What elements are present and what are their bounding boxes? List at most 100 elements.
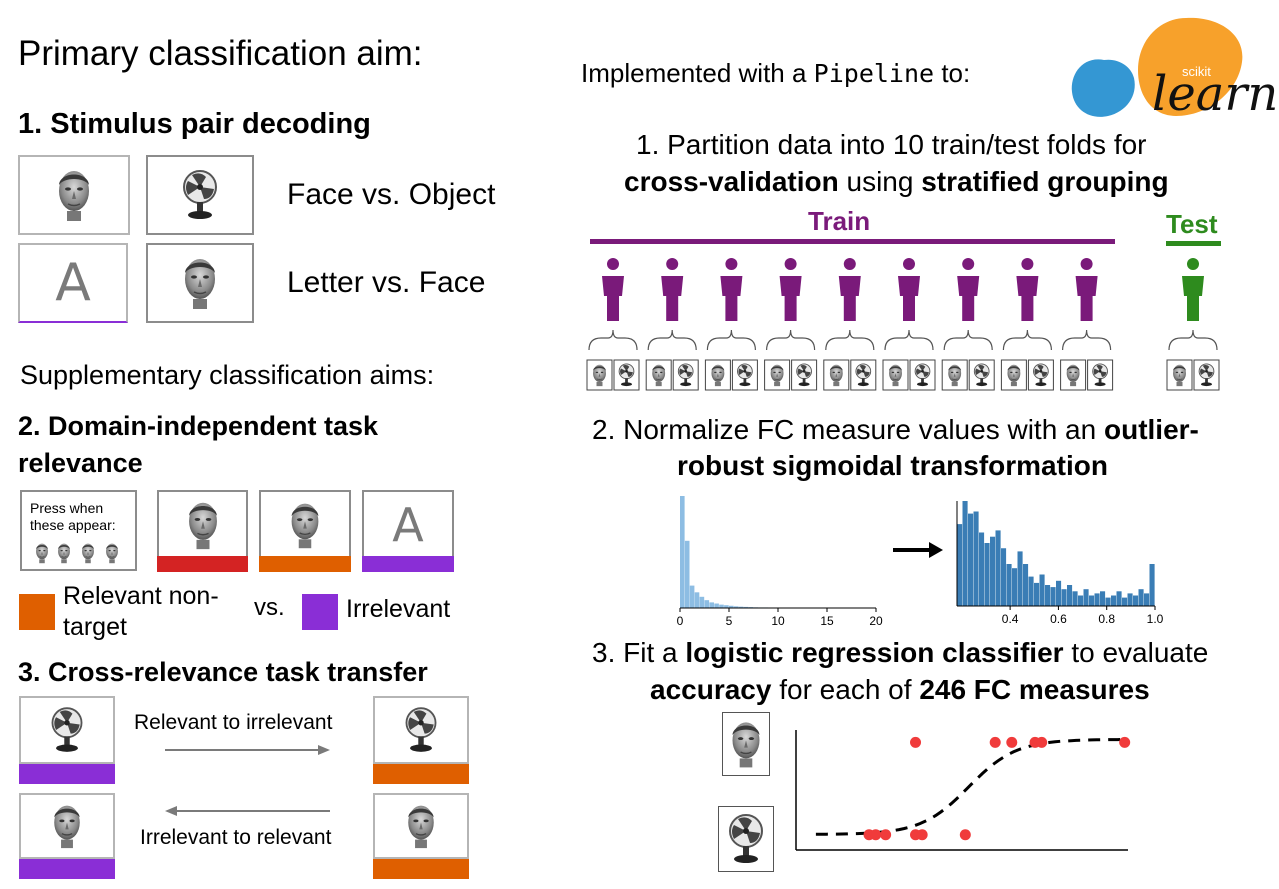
person-body <box>779 276 802 321</box>
histogram-bar <box>1144 593 1150 606</box>
transfer-top-label: Relevant to irrelevant <box>134 711 333 734</box>
histogram-bar <box>968 513 974 606</box>
cross-validation-folds <box>586 258 1220 391</box>
x-tick-label: 0 <box>677 614 684 628</box>
brace <box>706 329 756 351</box>
data-point <box>989 736 1001 748</box>
legend-relevant-line1: Relevant non- <box>63 582 219 610</box>
letter-a: A <box>392 497 424 552</box>
person-body <box>602 276 624 321</box>
histogram-bar <box>684 540 690 608</box>
person-body <box>838 276 861 321</box>
data-point <box>880 829 892 841</box>
fan-thumbnail <box>373 696 469 764</box>
histogram-bar <box>1089 595 1095 606</box>
aim1-title: 1. Stimulus pair decoding <box>18 108 371 140</box>
train-label: Train <box>808 206 871 236</box>
histogram-bar <box>995 530 1001 606</box>
x-tick-label: 15 <box>820 614 834 628</box>
data-point <box>1119 736 1131 748</box>
instruction-card: Press when these appear: <box>20 490 137 571</box>
data-point <box>916 829 928 841</box>
face-thumbnail <box>18 155 130 235</box>
histogram-bar <box>1023 564 1029 606</box>
histogram-bar <box>1045 585 1051 606</box>
arrow-right-icon <box>893 542 943 558</box>
sklearn-logo-icon <box>1071 17 1243 117</box>
histogram-bar <box>1100 591 1106 606</box>
person-head <box>607 258 619 270</box>
person-body <box>957 276 980 321</box>
logo-big-text: learn <box>1152 66 1279 122</box>
histogram-bar <box>1072 591 1078 606</box>
irrelevant-swatch <box>302 594 338 630</box>
brace <box>647 329 697 351</box>
histogram-bar <box>699 596 705 608</box>
irrelevant-bar <box>19 764 115 784</box>
impl-suffix: to: <box>934 58 971 88</box>
histogram-bar <box>1083 589 1089 606</box>
histogram-bar <box>1122 597 1128 606</box>
histogram-bar <box>733 606 739 608</box>
step2-plain: 2. Normalize FC measure values with an <box>592 414 1104 445</box>
train-line <box>590 239 1115 244</box>
letter-thumbnail: A <box>18 243 128 323</box>
histogram-bar <box>957 524 963 606</box>
logistic-fit-plot <box>795 730 1131 851</box>
histogram-bar <box>1105 597 1111 606</box>
object-class-icon-box <box>718 806 774 872</box>
irrelevant-bar <box>19 859 115 879</box>
histogram-bar <box>1034 582 1040 606</box>
target-bar <box>157 556 248 572</box>
step3-bold2: accuracy <box>650 674 772 705</box>
legend-irrelevant: Irrelevant <box>346 595 451 623</box>
step3-bold3: 246 FC measures <box>919 674 1150 705</box>
histogram-bar <box>1039 574 1045 606</box>
histogram-bar <box>1116 591 1122 606</box>
histogram-bar <box>724 605 729 608</box>
person-head <box>725 258 738 270</box>
relevant-bar <box>259 556 351 572</box>
x-tick-label: 0.8 <box>1098 612 1115 626</box>
data-point <box>1036 736 1048 748</box>
data-point <box>959 829 971 841</box>
face-thumbnail <box>19 793 115 859</box>
person-body <box>720 276 743 321</box>
target-faces-icon <box>35 543 119 564</box>
histogram-bar <box>1017 551 1023 606</box>
aim3-title: 3. Cross-relevance task transfer <box>18 657 428 687</box>
histogram-bar <box>984 543 990 606</box>
face-icon <box>184 499 222 551</box>
histogram-bar <box>1012 568 1018 606</box>
histogram-bar <box>738 606 744 608</box>
brace <box>1062 329 1112 351</box>
person-head <box>666 258 679 270</box>
test-label: Test <box>1166 209 1218 239</box>
relevant-bar <box>373 859 469 879</box>
histogram-bar <box>990 536 996 606</box>
pair-face-object: Face vs. Object <box>287 178 496 211</box>
face-class-icon-box <box>722 712 770 776</box>
raw-histogram: 0 5 10 15 20 <box>677 496 883 628</box>
x-tick-label: 20 <box>869 614 883 628</box>
primary-title: Primary classification aim: <box>18 34 423 73</box>
histogram-bar <box>973 511 979 606</box>
person-body <box>898 276 920 321</box>
histogram-bar <box>714 603 719 608</box>
histogram-bar <box>1138 589 1144 606</box>
step1-line1: 1. Partition data into 10 train/test fol… <box>636 129 1147 160</box>
brace <box>943 329 993 351</box>
data-point <box>870 829 882 841</box>
step1-line2: cross-validation using stratified groupi… <box>624 166 1169 198</box>
fan-thumbnail <box>19 696 115 764</box>
fan-icon <box>724 812 768 866</box>
person-head <box>903 258 915 270</box>
histogram-bar <box>1061 589 1067 606</box>
logistic-curve <box>815 738 1128 836</box>
histogram-bar <box>1111 595 1117 606</box>
step1-bold1: cross-validation <box>624 166 839 197</box>
brace <box>1002 329 1052 351</box>
aim2-title-line1: 2. Domain-independent task <box>18 411 379 441</box>
person-head <box>784 258 797 270</box>
step2-line2: robust sigmoidal transformation <box>677 450 1108 481</box>
